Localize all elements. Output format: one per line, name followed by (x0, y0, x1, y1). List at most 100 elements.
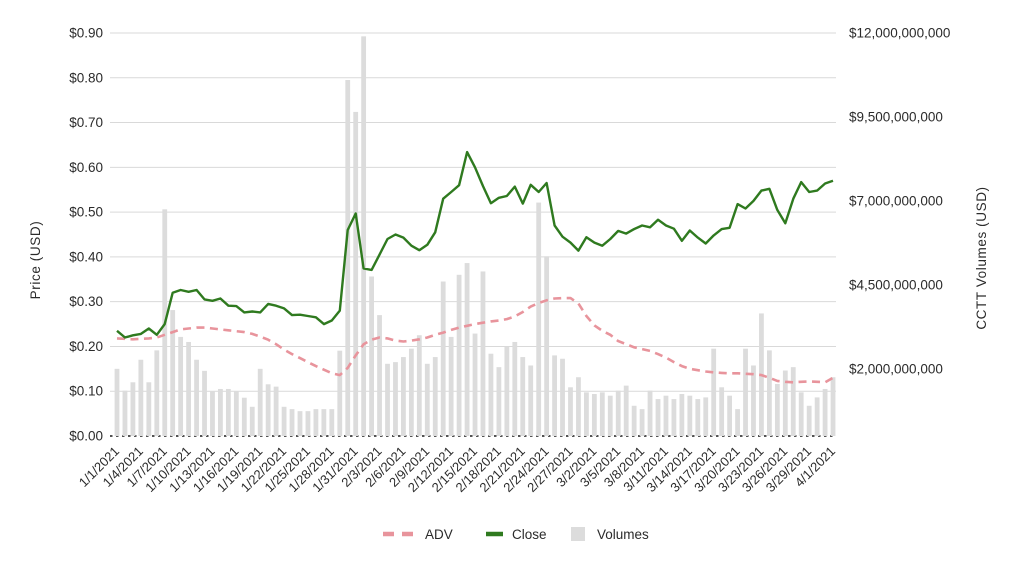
volume-bar (560, 358, 565, 436)
volume-bar (122, 390, 128, 436)
legend-volumes-swatch (571, 527, 585, 541)
volume-bar (178, 336, 184, 436)
volume-bar (822, 388, 828, 436)
volume-bar (456, 274, 462, 436)
volume-bar (241, 397, 247, 436)
volume-bar (751, 365, 756, 436)
left-axis-tick-label: $0.40 (69, 249, 103, 264)
volume-bar (488, 353, 494, 436)
volume-bar (257, 368, 263, 436)
volume-bar (711, 348, 717, 436)
volume-bar (448, 336, 454, 436)
volume-bar (528, 365, 534, 436)
volume-bar (679, 394, 685, 436)
volume-bar (806, 405, 812, 436)
volume-bar (401, 357, 406, 436)
volume-bar (599, 392, 605, 436)
volume-bar (377, 315, 382, 436)
volume-bar (329, 409, 335, 436)
volume-bar (782, 370, 788, 436)
volume-bar (766, 350, 772, 436)
volume-bar (504, 347, 510, 436)
volume-bar (138, 359, 144, 436)
left-axis-tick-label: $0.10 (69, 384, 103, 399)
volume-bar (130, 382, 136, 436)
volume-bar (727, 395, 733, 436)
volume-bar (631, 405, 637, 436)
volume-bar (472, 333, 478, 436)
volume-bar (385, 363, 390, 436)
volume-bar (655, 399, 661, 436)
volume-bar (361, 36, 367, 436)
volume-bar (735, 409, 740, 436)
volume-bar (305, 411, 311, 436)
volume-bar (408, 348, 414, 436)
volume-bar (552, 355, 557, 436)
legend-close-label: Close (512, 527, 547, 542)
volume-bar (345, 80, 351, 437)
legend-volumes-label: Volumes (597, 527, 649, 542)
volume-bar (416, 335, 422, 436)
volume-bar (393, 362, 398, 436)
volume-bar (353, 111, 359, 436)
volume-bar (607, 395, 613, 436)
volume-bar (830, 377, 836, 436)
volume-bar (313, 409, 319, 436)
right-axis-tick-label: $7,000,000,000 (849, 193, 943, 208)
volume-bar (202, 370, 207, 436)
volume-bar (218, 388, 223, 436)
volume-bar (424, 363, 430, 436)
volume-bar (464, 263, 470, 436)
legend-adv-label: ADV (425, 527, 453, 542)
volume-bar (273, 386, 279, 436)
volume-bar (289, 409, 295, 436)
left-axis-tick-label: $0.90 (69, 26, 103, 41)
volume-bar (536, 202, 542, 436)
volume-bar (146, 382, 152, 436)
volume-bar (170, 310, 176, 436)
right-axis-tick-label: $4,500,000,000 (849, 277, 943, 292)
volume-bar (647, 390, 653, 436)
volume-bar (249, 406, 255, 436)
left-axis-tick-label: $0.00 (69, 429, 103, 444)
left-axis-tick-label: $0.20 (69, 339, 103, 354)
volume-bar (591, 394, 597, 436)
volume-bar (297, 411, 303, 436)
volume-bar (369, 276, 374, 436)
volume-bar (440, 281, 446, 436)
volume-bar (743, 348, 748, 436)
left-axis-tick-label: $0.60 (69, 160, 103, 175)
left-axis-tick-label: $0.80 (69, 70, 103, 85)
volume-bar (584, 392, 589, 436)
volume-bar (639, 409, 645, 436)
volume-bar (496, 367, 502, 436)
volume-bar (671, 399, 677, 436)
volume-bar (663, 395, 669, 436)
volume-bar (233, 390, 239, 436)
volume-bar (154, 350, 160, 436)
volume-bar (432, 357, 438, 436)
volume-bar (719, 387, 725, 436)
volume-bar (210, 390, 215, 436)
volume-bar (798, 392, 804, 436)
volume-bar (321, 409, 327, 436)
volume-bar (225, 388, 231, 436)
volume-bar (576, 377, 581, 436)
volume-bar (520, 357, 526, 436)
left-axis-tick-label: $0.70 (69, 115, 103, 130)
volume-bar (265, 384, 271, 436)
volume-bar (568, 387, 573, 436)
right-axis-tick-label: $12,000,000,000 (849, 26, 950, 41)
volume-bar (774, 383, 780, 436)
volume-bar (194, 359, 199, 436)
volume-bar (687, 395, 693, 436)
volume-bar (814, 397, 820, 436)
right-axis-tick-label: $9,500,000,000 (849, 109, 943, 124)
left-axis-tick-label: $0.30 (69, 294, 103, 309)
right-axis-title: CCTT Volumes (USD) (974, 186, 989, 329)
volume-bar (695, 399, 701, 436)
volume-bar (281, 406, 287, 436)
volume-bar (186, 341, 192, 436)
